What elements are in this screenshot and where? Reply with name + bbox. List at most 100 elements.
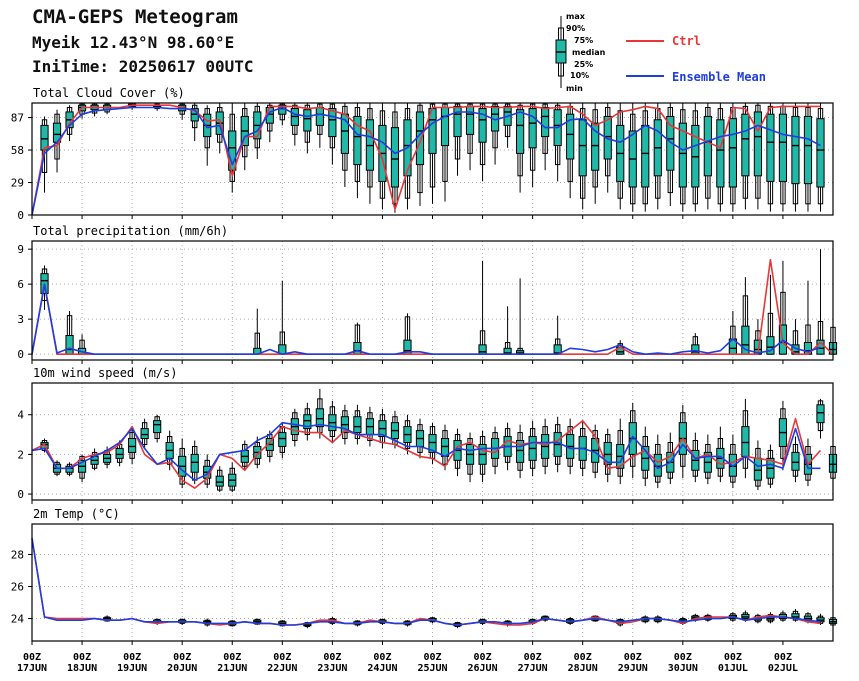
box-p25-p75: [353, 416, 362, 434]
y-tick-label: 0: [17, 348, 24, 361]
box-42: [553, 315, 562, 355]
box-36: [478, 260, 487, 355]
box-p25-p75: [428, 434, 437, 453]
box-p25-p75: [778, 113, 788, 182]
box-11: [165, 430, 174, 471]
box-62: [803, 103, 813, 212]
x-tick-hour: 00Z: [574, 652, 592, 663]
box-p25-p75: [528, 108, 537, 149]
box-59: [766, 103, 775, 212]
box-29: [390, 410, 400, 449]
box-57: [741, 398, 750, 479]
x-tick-date: 28JUN: [568, 663, 598, 674]
box-p25-p75: [228, 130, 237, 171]
box-59: [766, 274, 775, 355]
box-p25-p75: [440, 438, 450, 457]
x-tick-hour: 00Z: [23, 652, 41, 663]
box-36: [478, 430, 487, 483]
box-31: [415, 103, 425, 207]
legend-box-p90: 90%: [566, 24, 586, 33]
box-58: [753, 103, 763, 210]
x-tick-date: 02JUL: [768, 663, 798, 674]
chart-title: CMA-GEPS Meteogram: [32, 6, 238, 28]
panel-title: 2m Temp (°C): [33, 507, 120, 521]
box-p25-p75: [741, 113, 750, 177]
box-62: [803, 280, 813, 355]
box-p25-p75: [791, 115, 800, 185]
box-44: [578, 103, 587, 210]
y-tick-label: 24: [11, 613, 25, 626]
x-tick-date: 17JUN: [17, 663, 47, 674]
box-5: [90, 448, 99, 471]
box-31: [415, 418, 425, 459]
box-23: [315, 388, 324, 439]
box-29: [390, 103, 400, 213]
box-26: [353, 322, 362, 355]
box-p25-p75: [816, 404, 825, 424]
box-p25-p75: [766, 113, 775, 182]
box-46: [603, 103, 612, 193]
box-p25-p75: [453, 105, 462, 138]
box-49: [641, 103, 650, 212]
box-48: [628, 103, 637, 212]
legend-box-min: min: [566, 84, 583, 93]
box-57: [741, 277, 750, 355]
box-20: [278, 280, 287, 355]
legend-ctrl-label: Ctrl: [672, 34, 701, 48]
box-p25-p75: [728, 118, 737, 188]
ctrl-line: [31, 538, 821, 626]
box-59: [766, 444, 775, 489]
box-18: [253, 308, 262, 355]
box-8: [128, 428, 137, 465]
y-tick-label: 29: [11, 177, 24, 190]
box-34: [453, 428, 462, 477]
box-28: [378, 103, 387, 210]
box-p25-p75: [303, 109, 312, 132]
y-tick-label: 3: [17, 313, 24, 326]
box-24: [328, 103, 337, 165]
box-p25-p75: [128, 438, 137, 453]
box-p25-p75: [603, 115, 612, 160]
box-55: [716, 103, 725, 212]
box-p25-p75: [741, 426, 750, 457]
box-50: [653, 103, 662, 210]
box-p25-p75: [353, 115, 362, 166]
box-15: [215, 466, 224, 493]
box-55: [716, 426, 725, 483]
box-32: [428, 103, 437, 204]
y-tick-label: 0: [17, 488, 24, 501]
x-tick-hour: 00Z: [323, 652, 341, 663]
box-6: [102, 103, 112, 115]
panel-1: Total Cloud Cover (%) 0 29 58 87: [11, 86, 834, 222]
box-34: [453, 103, 462, 176]
x-tick-hour: 00Z: [423, 652, 441, 663]
panel-4: 2m Temp (°C) 24 26 28: [11, 507, 838, 645]
box-p25-p75: [328, 108, 337, 138]
box-3: [65, 462, 74, 477]
y-tick-label: 0: [17, 209, 24, 222]
box-p25-p75: [516, 109, 525, 154]
box-p25-p75: [703, 115, 712, 177]
box-25: [340, 404, 349, 445]
box-14: [203, 105, 212, 166]
ensemble-mean-line: [31, 538, 821, 626]
box-p25-p75: [215, 475, 224, 487]
panel-title: Total Cloud Cover (%): [33, 86, 185, 100]
box-63: [816, 249, 825, 355]
legend-box-median: median: [572, 48, 606, 57]
box-p25-p75: [390, 127, 400, 188]
box-60: [778, 400, 788, 471]
x-tick-hour: 00Z: [724, 652, 742, 663]
box-30: [403, 103, 412, 210]
box-54: [703, 103, 712, 210]
box-p25-p75: [578, 119, 587, 177]
box-38: [503, 306, 512, 355]
box-p25-p75: [153, 420, 162, 434]
box-60: [778, 103, 788, 212]
y-tick-label: 58: [11, 144, 24, 157]
box-39: [516, 278, 525, 355]
x-tick-hour: 00Z: [223, 652, 241, 663]
y-tick-label: 2: [17, 448, 24, 461]
box-5: [90, 103, 99, 117]
